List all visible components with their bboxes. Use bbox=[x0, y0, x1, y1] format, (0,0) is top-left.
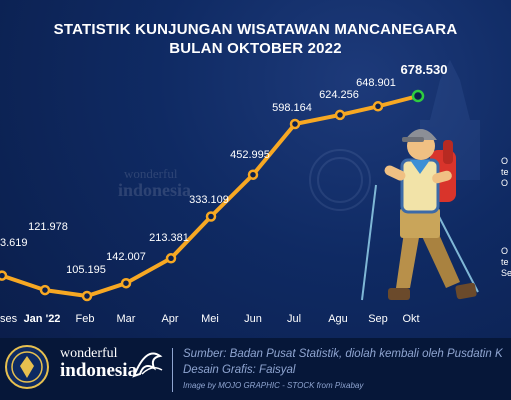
x-tick-label-5: Mei bbox=[201, 313, 219, 325]
data-point-5 bbox=[205, 211, 217, 222]
data-label-5: 333.109 bbox=[189, 194, 229, 206]
source-text: Sumber: Badan Pusat Statistik, diolah ke… bbox=[183, 348, 503, 360]
x-tick-label-0: ses bbox=[0, 313, 18, 325]
side-note-1-line3: O bbox=[501, 178, 509, 188]
data-point-9 bbox=[372, 101, 384, 112]
data-label-1: 121.978 bbox=[28, 221, 68, 233]
data-point-4 bbox=[165, 253, 177, 264]
data-point-1 bbox=[39, 284, 51, 296]
emblem-watermark-icon bbox=[309, 149, 371, 211]
x-tick-label-1: Jan '22 bbox=[24, 313, 61, 325]
data-point-8 bbox=[334, 109, 346, 121]
x-tick-label-8: Agu bbox=[328, 313, 348, 325]
design-credit: Desain Grafis: Faisyal bbox=[183, 364, 296, 376]
data-label-7: 598.164 bbox=[272, 102, 312, 114]
x-tick-label-9: Sep bbox=[368, 313, 388, 325]
image-credit: Image by MOJO GRAPHIC - STOCK from Pixab… bbox=[183, 381, 364, 390]
x-tick-label-7: Jul bbox=[287, 313, 301, 325]
chart-title-line2: BULAN OKTOBER 2022 bbox=[169, 40, 342, 57]
side-note-2-line1: O bbox=[501, 246, 509, 256]
footer-divider bbox=[172, 348, 173, 392]
side-note-2-line2: te bbox=[501, 257, 509, 267]
side-note-2: O te Se bbox=[501, 246, 511, 279]
data-point-6 bbox=[247, 169, 259, 180]
watermark-indonesia: indonesia bbox=[118, 180, 192, 200]
x-tick-label-10: Okt bbox=[402, 313, 419, 325]
side-note-1-line2: te bbox=[501, 167, 509, 177]
data-label-2: 105.195 bbox=[66, 264, 106, 276]
data-label-3: 142.007 bbox=[106, 251, 146, 263]
footer-bar bbox=[0, 338, 511, 400]
hiker-illustration-icon bbox=[361, 129, 479, 301]
data-label-10: 678.530 bbox=[401, 62, 448, 77]
watermark-wonderful: wonderful bbox=[124, 166, 178, 181]
data-point-0 bbox=[0, 270, 8, 281]
brand-indonesia: indonesia bbox=[60, 360, 138, 381]
side-note-1-line1: O bbox=[501, 156, 509, 166]
data-label-8: 624.256 bbox=[319, 89, 359, 101]
x-tick-label-4: Apr bbox=[161, 313, 178, 325]
data-point-7 bbox=[289, 118, 301, 130]
data-label-4: 213.381 bbox=[149, 232, 189, 244]
chart-title-line1: STATISTIK KUNJUNGAN WISATAWAN MANCANEGAR… bbox=[53, 21, 458, 38]
x-tick-label-3: Mar bbox=[117, 313, 136, 325]
data-label-6: 452.995 bbox=[230, 149, 270, 161]
side-note-2-line3: Se bbox=[501, 268, 511, 278]
data-point-2 bbox=[81, 290, 93, 302]
data-point-3 bbox=[120, 277, 132, 289]
wonderful-indonesia-logo-icon bbox=[132, 352, 163, 378]
side-note-1: O te O bbox=[501, 156, 509, 189]
x-tick-label-2: Feb bbox=[76, 313, 95, 325]
garuda-emblem-icon bbox=[5, 345, 49, 389]
x-tick-label-6: Jun bbox=[244, 313, 262, 325]
data-label-9: 648.901 bbox=[356, 77, 396, 89]
data-label-0: 3.619 bbox=[0, 237, 28, 249]
data-point-10 bbox=[411, 89, 425, 103]
brand-wonderful: wonderful bbox=[60, 346, 118, 361]
